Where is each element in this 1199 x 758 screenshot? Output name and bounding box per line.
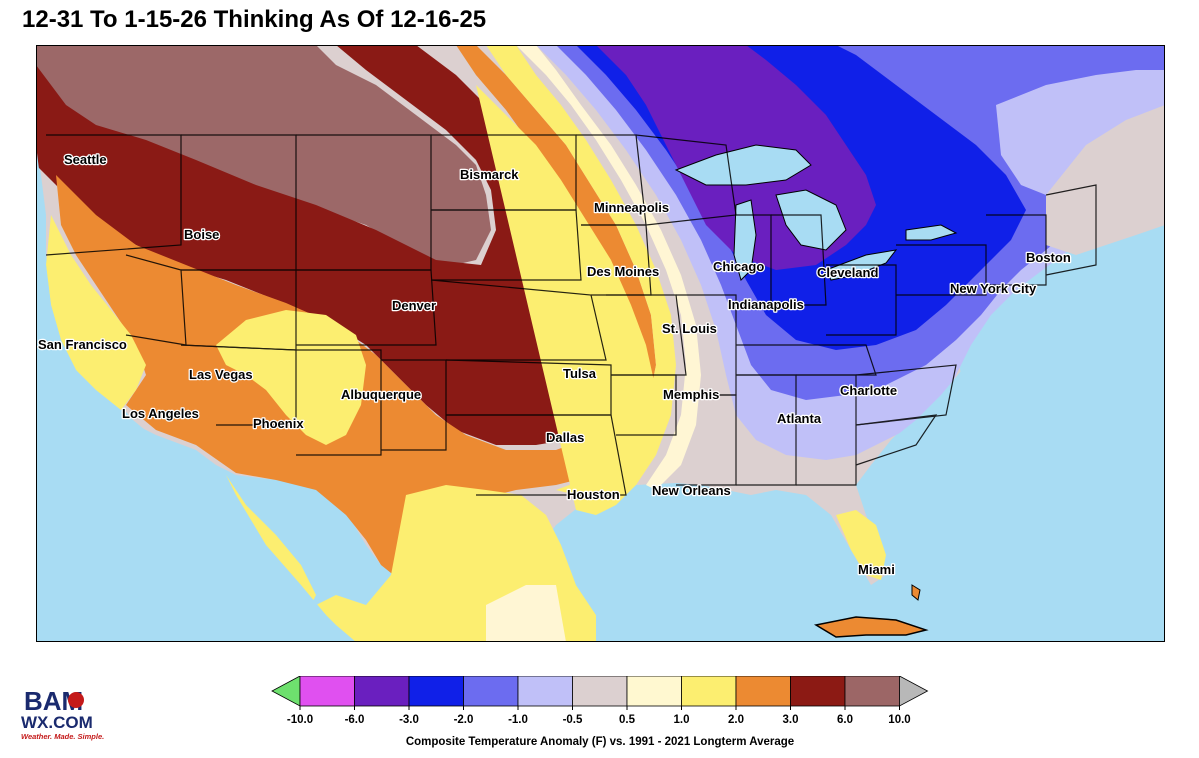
state-boundaries bbox=[45, 134, 1097, 496]
city-label-phoenix: Phoenix bbox=[253, 416, 304, 431]
anomaly-zone-2-west bbox=[46, 215, 146, 420]
legend-swatch bbox=[299, 676, 355, 707]
legend-tick-label: -1.0 bbox=[508, 714, 528, 726]
lake-superior bbox=[674, 144, 812, 186]
legend-swatch bbox=[517, 676, 573, 707]
legend-tick-label: 10.0 bbox=[888, 714, 910, 726]
city-label-dallas: Dallas bbox=[546, 430, 584, 445]
legend-tick-label: -6.0 bbox=[345, 714, 365, 726]
city-label-indianapolis: Indianapolis bbox=[728, 297, 804, 312]
lake-huron bbox=[775, 189, 847, 251]
sea-of-cortez bbox=[251, 485, 336, 580]
gulf-of-mexico bbox=[566, 500, 886, 642]
color-legend: -10.0 -6.0 -3.0 -2.0 -1.0 -0.5 0.5 1.0 2.0 3.0 6.0… bbox=[271, 676, 929, 748]
legend-swatch bbox=[408, 676, 464, 707]
city-label-houston: Houston bbox=[567, 487, 620, 502]
bam-weather-logo: BAM WX.COM Weather. Made. Simple. bbox=[21, 686, 104, 741]
anomaly-zone-10 bbox=[36, 45, 491, 267]
city-label-atlanta: Atlanta bbox=[777, 411, 822, 426]
legend-caption: Composite Temperature Anomaly (F) vs. 19… bbox=[406, 736, 794, 748]
city-label-boston: Boston bbox=[1026, 250, 1071, 265]
city-label-cleveland: Cleveland bbox=[817, 265, 878, 280]
lake-ontario bbox=[905, 224, 958, 241]
temperature-anomaly-map: Seattle Boise Bismarck Minneapolis San F… bbox=[36, 45, 1165, 642]
legend-swatch-max bbox=[899, 676, 929, 707]
legend-swatch bbox=[790, 676, 846, 707]
legend-swatch bbox=[735, 676, 791, 707]
city-label-miami: Miami bbox=[858, 562, 895, 577]
cuba bbox=[813, 616, 929, 638]
legend-tick-label: 1.0 bbox=[674, 714, 690, 726]
legend-tick-label: 3.0 bbox=[783, 714, 799, 726]
city-label-denver: Denver bbox=[392, 298, 436, 313]
city-label-san-francisco: San Francisco bbox=[38, 337, 127, 352]
city-label-minneapolis: Minneapolis bbox=[594, 200, 669, 215]
city-label-st-louis: St. Louis bbox=[662, 321, 717, 336]
map-title: 12-31 To 1-15-26 Thinking As Of 12-16-25 bbox=[22, 6, 487, 33]
legend-ticks: -10.0 -6.0 -3.0 -2.0 -1.0 -0.5 0.5 1.0 2.0 3.0 6.0… bbox=[287, 706, 911, 726]
legend-swatch bbox=[354, 676, 410, 707]
anomaly-zone-1-band bbox=[516, 45, 701, 490]
legend-swatch bbox=[844, 676, 900, 707]
anomaly-zone-2-florida bbox=[836, 510, 886, 580]
anomaly-zone-3-west bbox=[56, 45, 656, 585]
city-label-memphis: Memphis bbox=[663, 387, 719, 402]
legend-tick-label: -10.0 bbox=[287, 714, 313, 726]
legend-tick-label: -0.5 bbox=[563, 714, 583, 726]
pacific-ocean bbox=[36, 145, 326, 642]
city-label-charlotte: Charlotte bbox=[840, 383, 897, 398]
legend-swatch bbox=[626, 676, 682, 707]
legend-swatch bbox=[681, 676, 737, 707]
atlantic-ocean bbox=[876, 245, 1165, 642]
city-label-tulsa: Tulsa bbox=[563, 366, 597, 381]
city-label-los-angeles: Los Angeles bbox=[122, 406, 199, 421]
city-label-seattle: Seattle bbox=[64, 152, 107, 167]
legend-swatch bbox=[463, 676, 519, 707]
city-label-bismarck: Bismarck bbox=[460, 167, 519, 182]
legend-swatch bbox=[572, 676, 628, 707]
logo-site-text: WX.COM bbox=[21, 713, 93, 732]
anomaly-zone-neg05-canada bbox=[996, 70, 1165, 195]
logo-tagline: Weather. Made. Simple. bbox=[21, 732, 104, 741]
city-label-des-moines: Des Moines bbox=[587, 264, 659, 279]
legend-tick-label: 6.0 bbox=[837, 714, 853, 726]
legend-tick-label: -3.0 bbox=[399, 714, 419, 726]
legend-tick-label: 2.0 bbox=[728, 714, 744, 726]
city-labels: Seattle Boise Bismarck Minneapolis San F… bbox=[37, 151, 1072, 579]
anomaly-zone-2-southwest bbox=[216, 310, 366, 445]
legend-swatch-min bbox=[271, 676, 301, 707]
lake-michigan bbox=[733, 199, 757, 281]
legend-swatches bbox=[271, 676, 929, 707]
anomaly-zone-1-mexico bbox=[486, 585, 566, 642]
city-label-albuquerque: Albuquerque bbox=[341, 387, 421, 402]
city-label-las-vegas: Las Vegas bbox=[189, 367, 253, 382]
bahamas-island bbox=[911, 584, 921, 601]
city-label-new-york-city: New York City bbox=[950, 281, 1037, 296]
city-label-new-orleans: New Orleans bbox=[652, 483, 731, 498]
logo-globe-icon bbox=[68, 692, 84, 708]
legend-tick-label: -2.0 bbox=[454, 714, 474, 726]
city-label-boise: Boise bbox=[184, 227, 219, 242]
legend-tick-label: 0.5 bbox=[619, 714, 636, 726]
city-label-chicago: Chicago bbox=[713, 259, 764, 274]
anomaly-zone-6 bbox=[36, 45, 616, 445]
anomaly-zone-2-baja bbox=[226, 475, 316, 605]
anomaly-zone-05-newengland bbox=[1046, 105, 1165, 255]
